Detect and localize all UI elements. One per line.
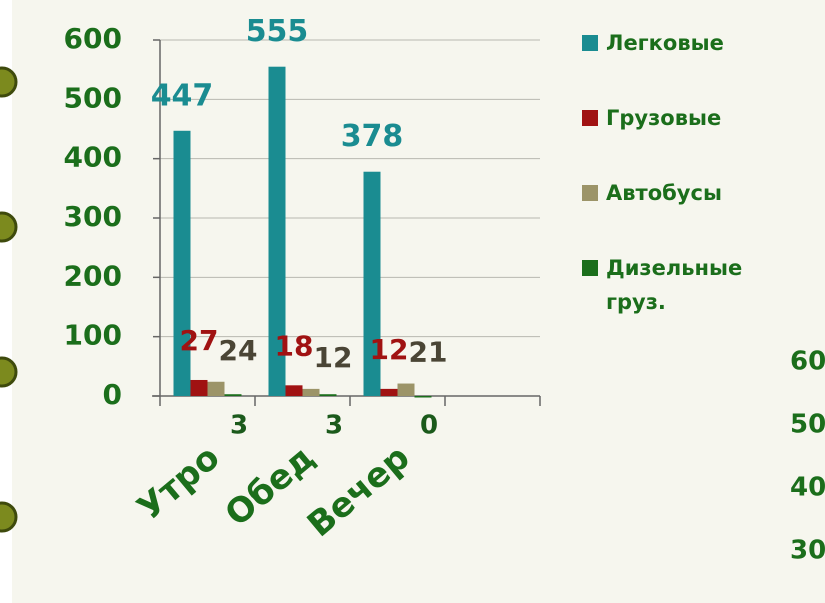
bar xyxy=(224,394,242,396)
legend-label: Легковые xyxy=(606,31,724,55)
legend-item: Автобусы xyxy=(582,176,782,251)
y-tick-label: 500 xyxy=(64,81,122,114)
legend: Легковые Грузовые Автобусы Дизельные груз. xyxy=(582,26,782,326)
legend-item: Дизельные груз. xyxy=(582,251,782,326)
data-label: 378 xyxy=(341,119,404,154)
cropped-label: 40 xyxy=(790,473,825,503)
bar xyxy=(397,383,415,396)
cropped-label: 50 xyxy=(790,410,825,440)
data-label: 21 xyxy=(409,336,448,369)
data-label: 447 xyxy=(151,78,214,113)
data-label: 12 xyxy=(370,333,409,366)
legend-swatch xyxy=(582,185,598,201)
bar xyxy=(380,388,398,396)
decor-balls xyxy=(0,66,18,533)
data-label: 0 xyxy=(420,411,438,441)
bar xyxy=(173,130,191,396)
legend-swatch xyxy=(582,110,598,126)
data-label: 27 xyxy=(180,324,219,357)
legend-label: Дизельные груз. xyxy=(606,256,743,314)
legend-item: Грузовые xyxy=(582,101,782,176)
data-label: 24 xyxy=(219,334,258,367)
legend-swatch xyxy=(582,35,598,51)
y-tick-label: 200 xyxy=(64,259,122,292)
data-label: 3 xyxy=(325,411,343,441)
bar xyxy=(414,396,432,398)
bar xyxy=(190,379,208,396)
data-label: 12 xyxy=(314,341,353,374)
bar xyxy=(268,66,286,396)
data-label: 555 xyxy=(246,14,309,49)
y-tick-label: 300 xyxy=(64,200,122,233)
y-tick-label: 0 xyxy=(103,378,122,411)
bar xyxy=(285,385,303,396)
bar xyxy=(319,394,337,396)
data-label: 18 xyxy=(275,329,314,362)
bar xyxy=(207,381,225,396)
legend-label: Грузовые xyxy=(606,106,722,130)
data-label: 3 xyxy=(230,411,248,441)
y-tick-label: 600 xyxy=(64,22,122,55)
y-tick-label: 400 xyxy=(64,141,122,174)
legend-label: Автобусы xyxy=(606,181,722,205)
bar xyxy=(302,388,320,396)
y-tick-label: 100 xyxy=(64,319,122,352)
legend-item: Легковые xyxy=(582,26,782,101)
cropped-label: 30 xyxy=(790,536,825,566)
legend-swatch xyxy=(582,260,598,276)
bar xyxy=(363,171,381,396)
background xyxy=(12,0,825,603)
cropped-label: 60 xyxy=(790,347,825,377)
